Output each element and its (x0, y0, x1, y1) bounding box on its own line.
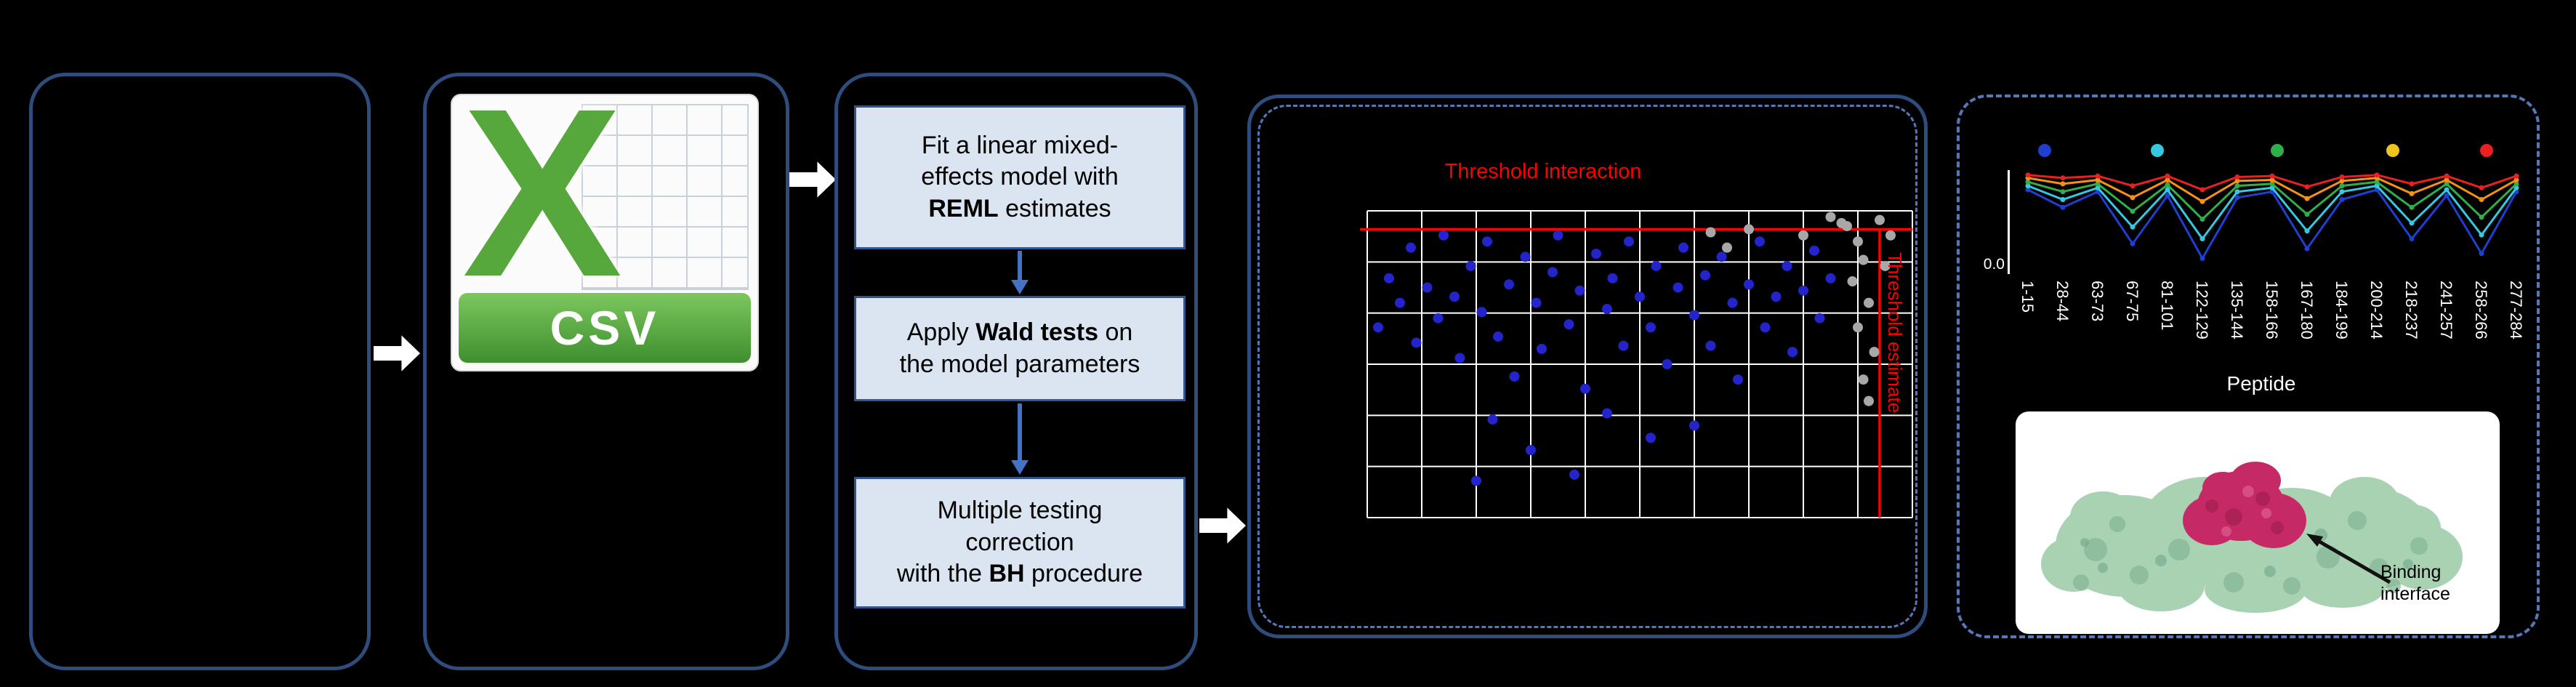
peptide-tick-label: 1-15 (2018, 281, 2037, 313)
peptide-tick-label: 63-73 (2088, 281, 2106, 322)
peptide-tick-label: 81-101 (2158, 281, 2176, 331)
peptide-tick-label: 258-266 (2472, 281, 2490, 340)
legend-dot-icon (2271, 144, 2285, 157)
peptide-tick-label: 277-284 (2507, 281, 2525, 340)
excel-x-letter: X (462, 58, 623, 326)
y-tick-label: 0.0 (1983, 256, 2005, 273)
step-text: estimates (998, 194, 1111, 222)
threshold-interaction-label: Threshold interaction (1444, 160, 1642, 183)
protein-structure-panel: Binding interface (2016, 411, 2500, 634)
uptake-line-chart (2025, 172, 2519, 261)
peptide-tick-label: 167-180 (2298, 281, 2316, 340)
step-text: on the model parameters (899, 318, 1140, 378)
peptide-tick-label: 158-166 (2263, 281, 2281, 340)
csv-panel: X CSV (423, 73, 789, 670)
step-wald-tests: Apply Wald tests on the model parameters (854, 296, 1186, 401)
protein-structure-image (2041, 462, 2463, 613)
legend-dot-icon (2150, 144, 2164, 157)
scatter-panel-dashed-border (1257, 105, 1917, 628)
uptake-y-axis (2008, 170, 2010, 274)
csv-file-icon: X CSV (451, 58, 759, 371)
threshold-estimate-text: Threshold estimate (1884, 252, 1906, 414)
step-text: Multiple testing correction with the (896, 497, 1103, 588)
step-text: procedure (1024, 560, 1143, 588)
binding-arrowhead-icon (2306, 534, 2323, 547)
flow-arrow-right-icon (374, 335, 420, 371)
workflow-panel: Fit a linear mixed- effects model with R… (834, 73, 1198, 670)
peptide-tick-label: 28-44 (2053, 281, 2072, 322)
step-text-bold: BH (989, 560, 1025, 588)
binding-interface-label: Binding interface (2380, 562, 2450, 604)
step-text: Fit a linear mixed- effects model with (921, 131, 1119, 191)
step-text-bold: Wald tests (975, 318, 1098, 346)
legend-dot-icon (2037, 144, 2051, 157)
flow-arrow-right-icon (1199, 507, 1246, 544)
scatter-plot (1360, 210, 1913, 518)
peptide-tick-label: 218-237 (2402, 281, 2420, 340)
peptide-axis-label: Peptide (2226, 372, 2296, 395)
csv-banner: CSV (459, 293, 751, 363)
flow-arrow-down-icon (1011, 251, 1029, 294)
step-fit-model: Fit a linear mixed- effects model with R… (854, 105, 1186, 249)
input-panel (29, 73, 371, 670)
peptide-tick-label: 184-199 (2333, 281, 2351, 340)
flow-arrow-right-icon (789, 161, 836, 198)
step-text-bold: REML (928, 194, 999, 222)
step-bh-correction: Multiple testing correction with the BH … (854, 477, 1186, 608)
step-text: Apply (906, 318, 976, 346)
peptide-tick-label: 241-257 (2437, 281, 2455, 340)
spreadsheet-grid-icon (581, 104, 749, 290)
peptide-tick-label: 122-129 (2193, 281, 2211, 340)
peptide-tick-label: 67-75 (2123, 281, 2141, 322)
peptide-tick-label: 135-144 (2228, 281, 2246, 340)
peptide-tick-labels: 1-15 28-44 63-73 67-75 81-101 122-129 135-144 1… (2011, 281, 2534, 369)
binding-arrow-icon (2318, 539, 2391, 584)
timepoint-legend (2011, 144, 2534, 161)
legend-dot-icon (2480, 144, 2494, 157)
results-panel: 0.0 1-15 28-44 63-73 67-75 81-101 122-129 135-… (1957, 95, 2540, 638)
legend-dot-icon (2386, 144, 2399, 157)
flow-arrow-down-icon (1011, 403, 1029, 475)
peptide-tick-label: 200-214 (2367, 281, 2386, 340)
scatter-panel: Threshold interaction Threshold estimate (1247, 95, 1928, 638)
